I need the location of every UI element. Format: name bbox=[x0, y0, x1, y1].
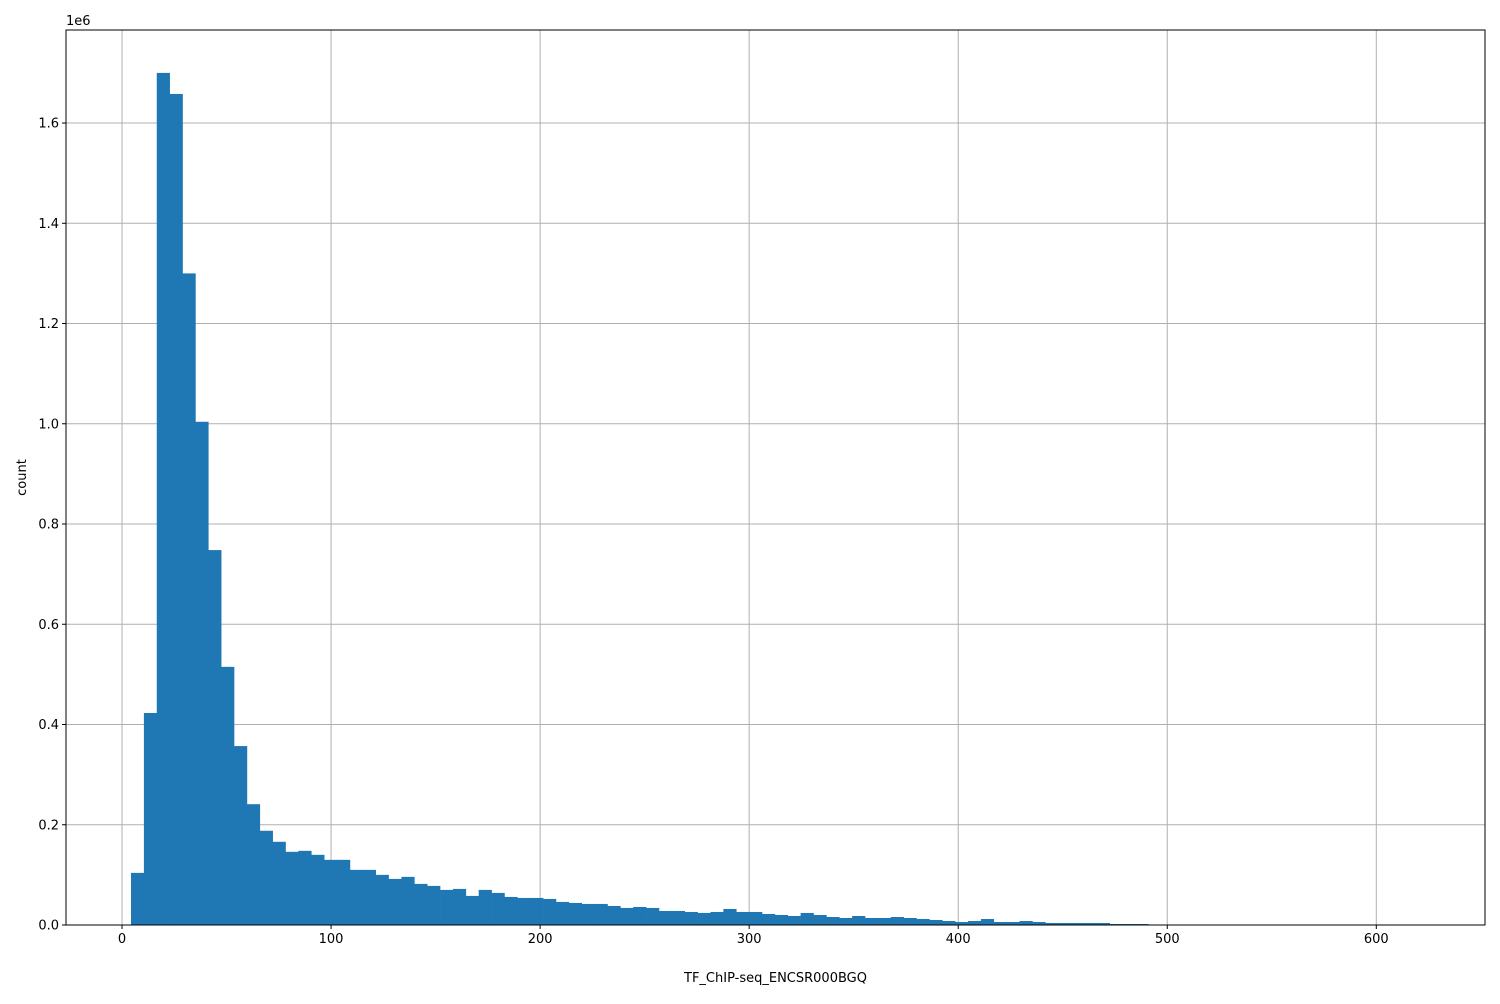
histogram-bar bbox=[157, 73, 170, 925]
histogram-bar bbox=[504, 897, 517, 925]
y-tick-label: 0.2 bbox=[38, 818, 59, 833]
histogram-bar bbox=[672, 911, 685, 925]
histogram-bar bbox=[183, 273, 196, 925]
x-tick-label: 300 bbox=[737, 932, 762, 947]
histogram-bar bbox=[208, 550, 221, 925]
histogram-bar bbox=[324, 860, 337, 925]
histogram-bar bbox=[646, 908, 659, 925]
y-tick-label: 0.6 bbox=[38, 618, 59, 633]
histogram-bar bbox=[710, 912, 723, 925]
histogram-bar bbox=[891, 917, 904, 925]
histogram-bar bbox=[685, 912, 698, 925]
histogram-bar bbox=[376, 875, 389, 925]
histogram-bar bbox=[221, 667, 234, 925]
histogram-bar bbox=[723, 909, 736, 925]
histogram-bar bbox=[466, 896, 479, 925]
histogram-bar bbox=[1020, 921, 1033, 925]
y-tick-label: 1.4 bbox=[38, 217, 59, 232]
y-tick-label: 0.0 bbox=[38, 919, 59, 934]
histogram-bar bbox=[492, 893, 505, 925]
histogram-bar bbox=[659, 911, 672, 925]
histogram-bar bbox=[878, 918, 891, 925]
histogram-bar bbox=[569, 903, 582, 925]
histogram-bar bbox=[247, 804, 260, 925]
x-tick-label: 200 bbox=[528, 932, 553, 947]
y-axis-label: count bbox=[15, 459, 30, 496]
x-tick-label: 0 bbox=[118, 932, 126, 947]
histogram-bar bbox=[195, 422, 208, 925]
x-tick-label: 500 bbox=[1155, 932, 1180, 947]
y-tick-label: 1.0 bbox=[38, 417, 59, 432]
histogram-bar bbox=[929, 920, 942, 925]
histogram-bar bbox=[517, 898, 530, 925]
histogram-bar bbox=[762, 914, 775, 925]
histogram-bar bbox=[440, 890, 453, 925]
histogram-bar bbox=[286, 852, 299, 925]
histogram-bar bbox=[479, 890, 492, 925]
x-axis-label: TF_ChIP-seq_ENCSR000BGQ bbox=[683, 971, 867, 986]
histogram-bar bbox=[801, 913, 814, 925]
x-tick-label: 100 bbox=[319, 932, 344, 947]
x-tick-label: 600 bbox=[1364, 932, 1389, 947]
histogram-bar bbox=[414, 884, 427, 925]
histogram-bar bbox=[543, 899, 556, 925]
histogram-bar bbox=[865, 918, 878, 925]
histogram-bar bbox=[453, 889, 466, 925]
histogram-bar bbox=[852, 916, 865, 925]
histogram-bar bbox=[131, 873, 144, 925]
histogram-bar bbox=[968, 921, 981, 925]
y-tick-label: 0.8 bbox=[38, 518, 59, 533]
histogram-bar bbox=[389, 879, 402, 925]
axes-frame bbox=[66, 30, 1485, 925]
histogram-bar bbox=[814, 915, 827, 925]
histogram-bar bbox=[749, 912, 762, 925]
histogram-bar bbox=[775, 915, 788, 925]
histogram-bar bbox=[260, 831, 273, 925]
histogram-bar bbox=[144, 713, 157, 925]
bars bbox=[131, 73, 1419, 925]
histogram-bar bbox=[234, 746, 247, 925]
histogram-bar bbox=[981, 919, 994, 925]
y-tick-label: 0.4 bbox=[38, 718, 59, 733]
y-tick-label: 1.6 bbox=[38, 117, 59, 132]
histogram-bar bbox=[904, 918, 917, 925]
histogram-bar bbox=[311, 855, 324, 925]
histogram-bar bbox=[582, 904, 595, 925]
x-tick-label: 400 bbox=[946, 932, 971, 947]
x-axis-ticks: 0 100 200 300 400 500 600 bbox=[118, 925, 1389, 947]
histogram-bar bbox=[917, 919, 930, 925]
histogram-bar bbox=[839, 918, 852, 925]
histogram-bar bbox=[826, 917, 839, 925]
histogram-bar bbox=[363, 870, 376, 925]
histogram-bar bbox=[273, 842, 286, 925]
grid bbox=[66, 30, 1485, 925]
histogram-bar bbox=[736, 912, 749, 925]
histogram-bar bbox=[170, 94, 183, 925]
histogram-bar bbox=[698, 913, 711, 925]
y-offset-label: 1e6 bbox=[66, 14, 91, 29]
histogram-bar bbox=[427, 886, 440, 925]
histogram-bar bbox=[337, 860, 350, 925]
histogram-bar bbox=[942, 921, 955, 925]
histogram-bar bbox=[556, 902, 569, 925]
histogram-bar bbox=[530, 898, 543, 925]
y-axis-ticks: 0.0 0.2 0.4 0.6 0.8 1.0 1.2 1.4 1.6 bbox=[38, 117, 66, 934]
histogram-bar bbox=[620, 908, 633, 925]
histogram-bar bbox=[788, 916, 801, 925]
histogram-bar bbox=[298, 851, 311, 925]
histogram-bar bbox=[350, 870, 363, 925]
histogram-bar bbox=[401, 877, 414, 925]
y-tick-label: 1.2 bbox=[38, 317, 59, 332]
histogram-bar bbox=[595, 904, 608, 925]
histogram-bar bbox=[607, 906, 620, 925]
histogram-bar bbox=[633, 907, 646, 925]
